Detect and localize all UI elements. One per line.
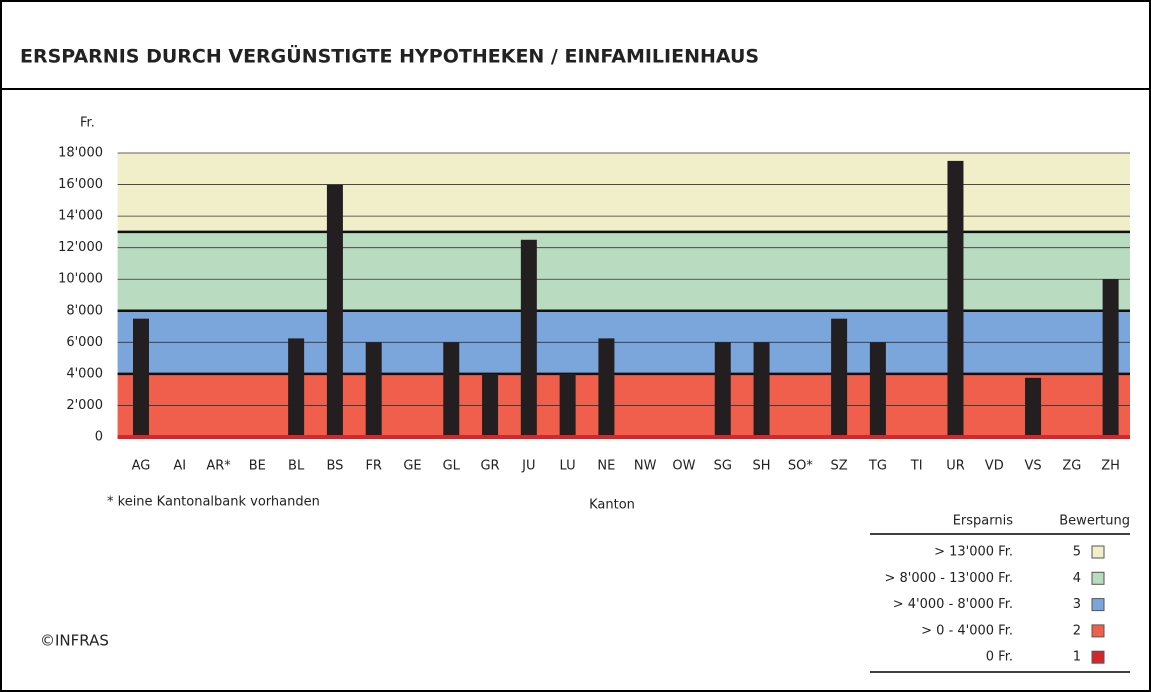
x-tick-label: BE: [249, 459, 266, 474]
x-tick-label: SZ: [831, 459, 848, 474]
legend-label: > 13'000 Fr.: [934, 545, 1013, 560]
legend-rating: 3: [1073, 597, 1081, 612]
bar: [753, 342, 770, 437]
bar: [443, 342, 460, 437]
y-tick-label: 2'000: [66, 398, 103, 413]
x-tick-label: AR*: [206, 459, 231, 474]
x-tick-label: TG: [868, 459, 887, 474]
x-tick-label: GR: [480, 459, 499, 474]
x-tick-label: NW: [634, 459, 657, 474]
legend-label: > 4'000 - 8'000 Fr.: [893, 597, 1013, 612]
bar: [365, 342, 382, 437]
rating-band: [117, 231, 1131, 311]
x-tick-label: BS: [326, 459, 343, 474]
x-tick-label: ZH: [1101, 459, 1120, 474]
x-axis-label: Kanton: [589, 498, 635, 513]
legend-header: Bewertung: [1059, 514, 1130, 529]
x-tick-label: BL: [288, 459, 305, 474]
x-tick-label: SG: [714, 459, 732, 474]
x-tick-label: GL: [443, 459, 461, 474]
bar: [598, 338, 615, 437]
bar: [869, 342, 886, 437]
legend-rating: 1: [1073, 650, 1081, 665]
y-tick-label: 4'000: [66, 366, 103, 381]
bar: [947, 160, 964, 437]
legend-rating: 4: [1073, 571, 1081, 586]
x-tick-label: SO*: [788, 459, 813, 474]
chart-title: ERSPARNIS DURCH VERGÜNSTIGTE HYPOTHEKEN …: [20, 44, 759, 68]
bar: [831, 318, 848, 437]
x-tick-label: GE: [403, 459, 421, 474]
legend-label: 0 Fr.: [986, 650, 1013, 665]
legend-swatch: [1091, 571, 1105, 585]
x-tick-label: OW: [672, 459, 695, 474]
y-tick-label: 8'000: [66, 303, 103, 318]
bar: [132, 318, 149, 437]
legend-swatch: [1091, 545, 1105, 559]
y-tick-label: 12'000: [58, 240, 103, 255]
rating-band: [117, 153, 1131, 232]
bar: [1102, 279, 1119, 437]
y-tick-label: 14'000: [58, 209, 103, 224]
bar: [288, 338, 305, 437]
legend-header: Ersparnis: [953, 514, 1014, 529]
bar: [326, 184, 343, 437]
x-tick-label: NE: [597, 459, 615, 474]
legend-swatch: [1091, 650, 1105, 664]
y-tick-label: 16'000: [58, 177, 103, 192]
x-tick-label: JU: [521, 459, 535, 474]
bar: [482, 373, 499, 437]
y-tick-label: 6'000: [66, 335, 103, 350]
x-tick-label: UR: [946, 459, 965, 474]
legend-rating: 2: [1073, 623, 1081, 638]
x-tick-label: ZG: [1062, 459, 1081, 474]
x-tick-label: VD: [985, 459, 1004, 474]
bar: [1025, 377, 1042, 437]
bar: [714, 342, 731, 437]
legend-rating: 5: [1073, 545, 1081, 560]
y-tick-label: 0: [95, 430, 103, 445]
y-tick-label: 10'000: [58, 272, 103, 287]
y-tick-label: 18'000: [58, 146, 103, 161]
note: * keine Kantonalbank vorhanden: [107, 495, 320, 510]
credit: ©INFRAS: [40, 632, 109, 650]
x-tick-label: SH: [753, 459, 771, 474]
legend-label: > 0 - 4'000 Fr.: [921, 623, 1013, 638]
legend-swatch: [1091, 598, 1105, 612]
legend-swatch: [1091, 624, 1105, 638]
bar: [520, 239, 537, 437]
x-tick-label: TI: [910, 459, 923, 474]
x-tick-label: VS: [1024, 459, 1041, 474]
bar: [559, 373, 576, 437]
legend-label: > 8'000 - 13'000 Fr.: [884, 571, 1013, 586]
x-tick-label: AI: [173, 459, 186, 474]
x-tick-label: LU: [560, 459, 576, 474]
x-tick-label: AG: [132, 459, 151, 474]
x-tick-label: FR: [365, 459, 382, 474]
y-axis-label: Fr.: [80, 116, 95, 131]
